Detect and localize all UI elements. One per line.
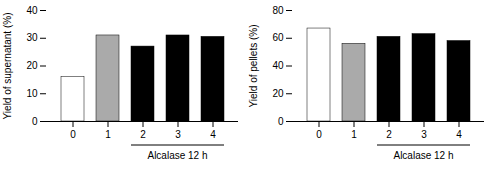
svg-text:3: 3	[421, 129, 427, 140]
svg-text:0: 0	[70, 129, 76, 140]
svg-text:20: 20	[272, 88, 284, 99]
svg-text:Yield of supernatant (%): Yield of supernatant (%)	[2, 13, 13, 120]
svg-text:40: 40	[272, 60, 284, 71]
svg-text:2: 2	[140, 129, 146, 140]
svg-text:4: 4	[210, 129, 216, 140]
svg-text:0: 0	[278, 116, 284, 127]
svg-text:10: 10	[26, 88, 38, 99]
svg-text:0: 0	[32, 116, 38, 127]
svg-text:0: 0	[316, 129, 322, 140]
svg-text:1: 1	[351, 129, 357, 140]
svg-text:30: 30	[26, 32, 38, 43]
svg-text:2: 2	[386, 129, 392, 140]
svg-text:20: 20	[26, 60, 38, 71]
svg-text:3: 3	[175, 129, 181, 140]
svg-text:60: 60	[272, 32, 284, 43]
svg-text:80: 80	[272, 5, 284, 16]
svg-text:Yield of pellets (%): Yield of pellets (%)	[248, 25, 259, 108]
svg-text:Alcalase 12 h: Alcalase 12 h	[393, 150, 453, 161]
svg-text:40: 40	[26, 5, 38, 16]
svg-text:Alcalase 12 h: Alcalase 12 h	[147, 150, 207, 161]
svg-text:1: 1	[105, 129, 111, 140]
svg-text:4: 4	[456, 129, 462, 140]
